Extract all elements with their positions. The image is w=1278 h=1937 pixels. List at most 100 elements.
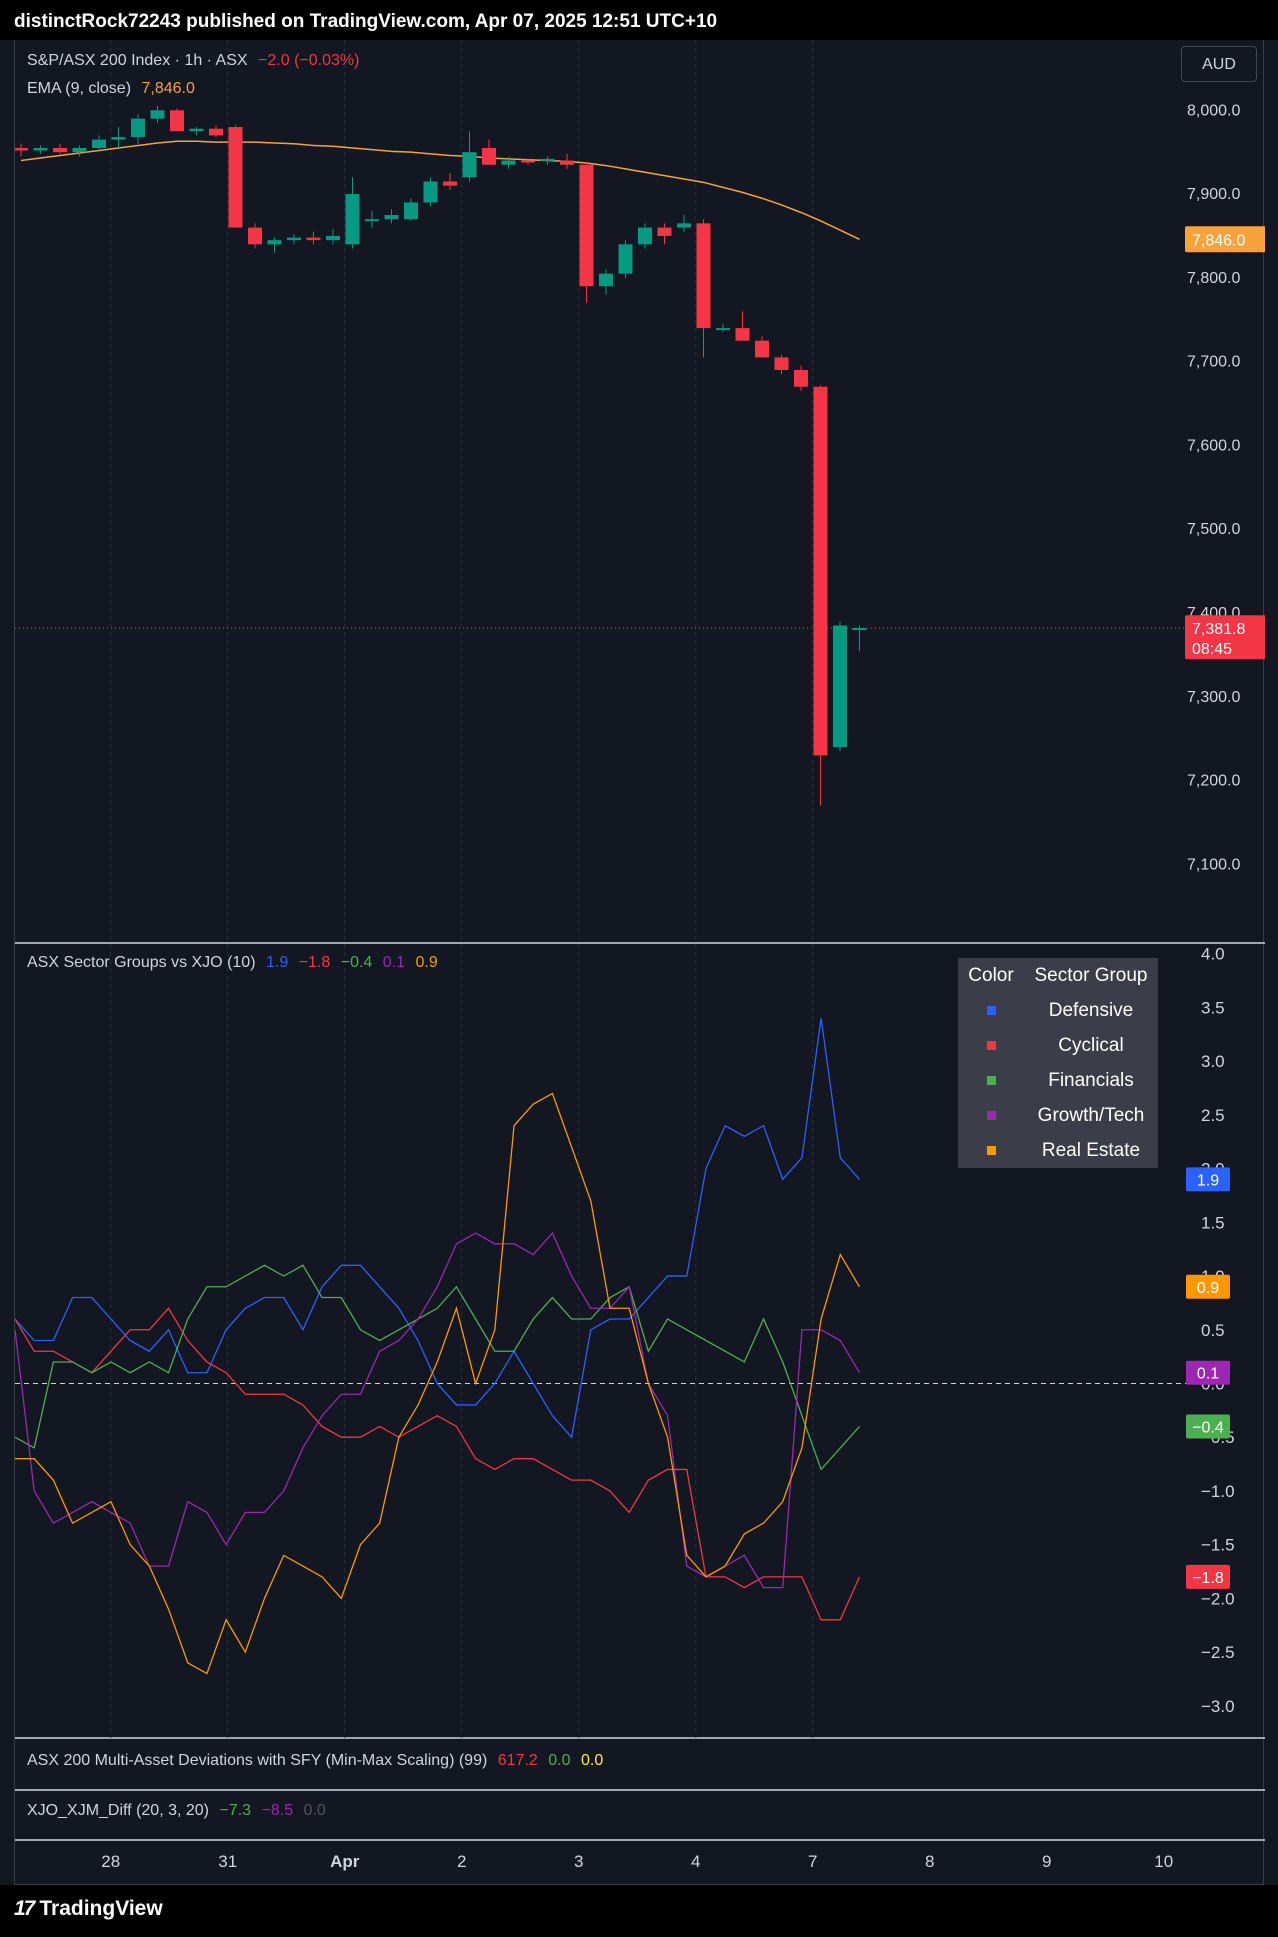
diff-value-1: −7.3	[219, 1802, 252, 1819]
legend-row: Financials	[958, 1063, 1158, 1098]
candle-body	[326, 235, 340, 241]
candle-body	[618, 244, 633, 274]
mad-title: ASX 200 Multi-Asset Deviations with SFY …	[27, 1752, 488, 1769]
ema-value: 7,846.0	[141, 80, 195, 97]
mad-value-3: 0.0	[580, 1752, 604, 1769]
chart-frame[interactable]: 8,000.0 7,900.0 7,800.0 7,700.0 7,600.0 7,500…	[14, 40, 1265, 1885]
candle-body	[696, 223, 711, 329]
sector-axis-label: 1.5	[1201, 1213, 1225, 1232]
currency-button[interactable]: AUD	[1181, 46, 1257, 82]
legend-header-row: Color Sector Group	[958, 958, 1158, 993]
diff-value-3: 0.0	[303, 1802, 326, 1819]
sector-axis-label: −2.5	[1201, 1643, 1235, 1662]
sector-value-tag	[1186, 1564, 1230, 1589]
candle-body	[170, 110, 184, 132]
legend-row: Growth/Tech	[958, 1098, 1158, 1133]
sector-value-tag-label: 0.9	[1197, 1280, 1219, 1297]
candle-body	[638, 227, 652, 245]
sector-value-tag	[1186, 1414, 1230, 1439]
cyclical-swatch	[986, 1041, 996, 1051]
price-axis-label: 7,300.0	[1187, 689, 1240, 706]
realestate-line	[15, 1092, 861, 1675]
sector-value-tag	[1186, 1274, 1230, 1299]
tradingview-logo[interactable]: 17 TradingView	[14, 1897, 163, 1921]
legend-label: Real Estate	[1041, 1140, 1141, 1161]
candle-body	[384, 215, 399, 220]
candle-body	[228, 127, 243, 228]
candle-body	[248, 227, 262, 245]
growth-swatch	[986, 1111, 996, 1121]
last-price-tag-label: 7,381.8	[1192, 621, 1245, 638]
candle-body	[794, 370, 808, 387]
candle-body	[560, 160, 574, 165]
sector-value-defensive: 1.9	[265, 954, 289, 971]
legend-label: Financials	[1048, 1070, 1134, 1091]
legend-row: Cyclical	[958, 1028, 1158, 1063]
mad-pane-header: ASX 200 Multi-Asset Deviations with SFY …	[27, 1752, 609, 1770]
sector-axis-label: 3.0	[1201, 1052, 1225, 1071]
time-axis-label: 8	[925, 1852, 934, 1871]
time-axis-label: Apr	[330, 1852, 360, 1871]
sector-axis-label: 0.5	[1201, 1321, 1225, 1340]
legend-label: Growth/Tech	[1037, 1105, 1145, 1126]
footer-brand: TradingView	[39, 1897, 163, 1920]
candle-body	[521, 160, 535, 163]
candle-body	[716, 328, 730, 331]
candle-body	[267, 240, 282, 245]
price-pane-header: S&P/ASX 200 Index · 1h · ASX −2.0 (−0.03…	[27, 52, 365, 70]
sector-axis-label: −1.5	[1201, 1536, 1235, 1555]
price-axis-label: 7,200.0	[1187, 773, 1240, 790]
sector-axis-label: −2.0	[1201, 1589, 1235, 1608]
candle-body	[599, 273, 613, 287]
symbol-line: S&P/ASX 200 Index · 1h · ASX	[27, 52, 248, 69]
candle-body	[33, 147, 48, 151]
price-axis-label: 7,600.0	[1187, 437, 1240, 454]
defensive-swatch	[986, 1006, 996, 1016]
candle-body	[345, 194, 360, 245]
price-axis-label: 7,500.0	[1187, 521, 1240, 538]
legend-header-color: Color	[968, 965, 1014, 986]
sector-value-tag-label: −1.8	[1192, 1570, 1224, 1587]
growth-line	[15, 1231, 861, 1589]
financials-swatch	[986, 1076, 996, 1086]
sector-value-growth: 0.1	[382, 954, 406, 971]
diff-pane-header: XJO_XJM_Diff (20, 3, 20) −7.3 −8.5 0.0	[27, 1802, 332, 1820]
candle-body	[755, 340, 769, 358]
ema-price-tag	[1185, 226, 1265, 253]
last-price-tag	[1185, 615, 1265, 660]
realestate-swatch	[986, 1146, 996, 1156]
ema-line	[20, 140, 860, 240]
sector-pane-header: ASX Sector Groups vs XJO (10) 1.9 −1.8 −…	[27, 954, 444, 972]
candle-body	[404, 202, 418, 220]
price-axis-label: 7,700.0	[1187, 354, 1240, 371]
time-axis-label: 10	[1154, 1852, 1173, 1871]
candle-body	[813, 386, 828, 756]
candle-body	[443, 181, 457, 186]
candle-body	[852, 628, 867, 631]
sector-axis-label: −3.0	[1201, 1697, 1235, 1716]
defensive-line	[15, 1018, 860, 1439]
candle-body	[111, 137, 126, 140]
publish-line: distinctRock72243 published on TradingVi…	[0, 0, 1278, 40]
ema-legend[interactable]: EMA (9, close) 7,846.0	[27, 80, 201, 98]
candle-body	[72, 147, 87, 153]
candle-body	[501, 160, 516, 165]
mad-value-1: 617.2	[497, 1752, 538, 1769]
cyclical-line	[15, 1307, 861, 1621]
candle-body	[53, 147, 67, 153]
price-axis-label: 7,800.0	[1187, 270, 1240, 287]
ema-label: EMA (9, close)	[27, 80, 132, 97]
sector-legend-table: Color Sector Group Defensive Cyclical Fi…	[958, 958, 1158, 1168]
sector-value-tag	[1186, 1167, 1230, 1192]
candle-body	[540, 158, 555, 161]
time-axis-label: 7	[808, 1852, 817, 1871]
sector-value-tag	[1186, 1360, 1230, 1385]
time-axis-label: 28	[101, 1852, 120, 1871]
price-axis-label: 7,900.0	[1187, 186, 1240, 203]
financials-line	[15, 1264, 860, 1471]
chart-canvas[interactable]: 8,000.0 7,900.0 7,800.0 7,700.0 7,600.0 7,500…	[15, 40, 1265, 1885]
countdown-label: 08:45	[1192, 641, 1232, 658]
candle-body	[209, 128, 223, 136]
time-axis-label: 2	[457, 1852, 466, 1871]
tv-logo-icon: 17	[14, 1897, 35, 1920]
